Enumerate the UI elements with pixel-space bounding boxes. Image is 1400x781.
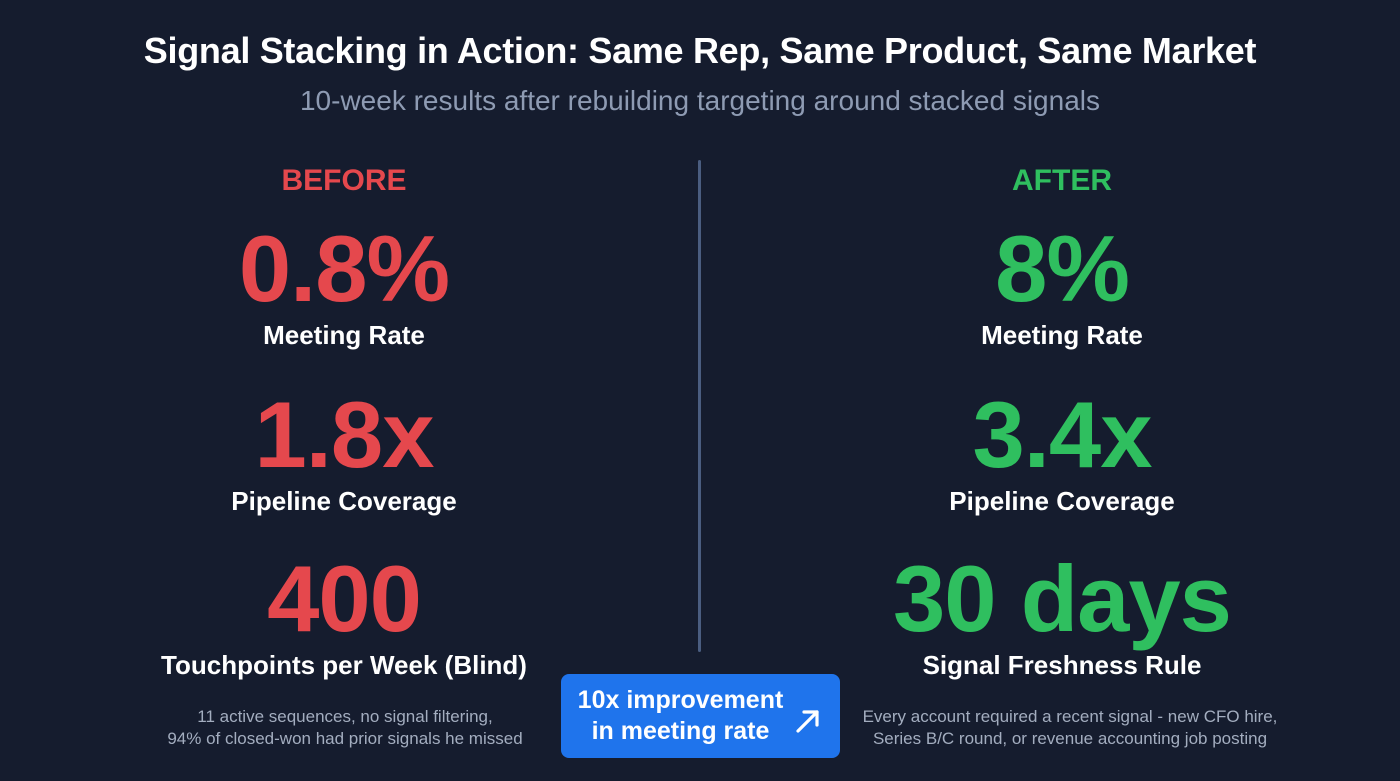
page-subtitle: 10-week results after rebuilding targeti… <box>299 85 1100 116</box>
metric-value: 30 days <box>893 546 1232 651</box>
before-note-line2: 94% of closed-won had prior signals he m… <box>167 729 523 748</box>
before-note: 11 active sequences, no signal filtering… <box>130 706 560 750</box>
metric-label: Pipeline Coverage <box>231 486 457 516</box>
after-metric-freshness: 30 days Signal Freshness Rule <box>782 552 1342 681</box>
metric-label: Meeting Rate <box>981 320 1143 350</box>
before-heading: BEFORE <box>281 164 407 197</box>
metric-value: 3.4x <box>972 382 1153 487</box>
before-metric-meeting-rate: 0.8% Meeting Rate <box>64 222 624 351</box>
badge-line2: in meeting rate <box>591 717 770 745</box>
metric-value: 8% <box>995 216 1130 321</box>
badge-line1: 10x improvement <box>577 686 784 714</box>
metric-value: 1.8x <box>254 382 435 487</box>
metric-label: Meeting Rate <box>263 320 425 350</box>
badge-text: 10x improvement in meeting rate <box>578 685 784 747</box>
after-heading: AFTER <box>1012 164 1112 197</box>
metric-value: 0.8% <box>238 216 450 321</box>
before-metric-pipeline-coverage: 1.8x Pipeline Coverage <box>64 388 624 517</box>
metric-label: Touchpoints per Week (Blind) <box>161 650 527 680</box>
after-column: AFTER 8% Meeting Rate 3.4x Pipeline Cove… <box>782 160 1342 680</box>
after-note-line1: Every account required a recent signal -… <box>862 707 1278 726</box>
metric-label: Signal Freshness Rule <box>922 650 1202 680</box>
arrow-up-right-icon <box>796 710 819 733</box>
after-metric-pipeline-coverage: 3.4x Pipeline Coverage <box>782 388 1342 517</box>
before-column: BEFORE 0.8% Meeting Rate 1.8x Pipeline C… <box>64 160 624 680</box>
before-note-line1: 11 active sequences, no signal filtering… <box>197 707 493 726</box>
after-metric-meeting-rate: 8% Meeting Rate <box>782 222 1342 351</box>
metric-label: Pipeline Coverage <box>949 486 1175 516</box>
page-title: Signal Stacking in Action: Same Rep, Sam… <box>143 30 1257 71</box>
metric-value: 400 <box>267 546 422 651</box>
column-divider <box>698 160 701 652</box>
after-note: Every account required a recent signal -… <box>840 706 1300 750</box>
improvement-badge: 10x improvement in meeting rate <box>561 674 840 758</box>
before-metric-touchpoints: 400 Touchpoints per Week (Blind) <box>64 552 624 681</box>
after-note-line2: Series B/C round, or revenue accounting … <box>872 729 1268 748</box>
